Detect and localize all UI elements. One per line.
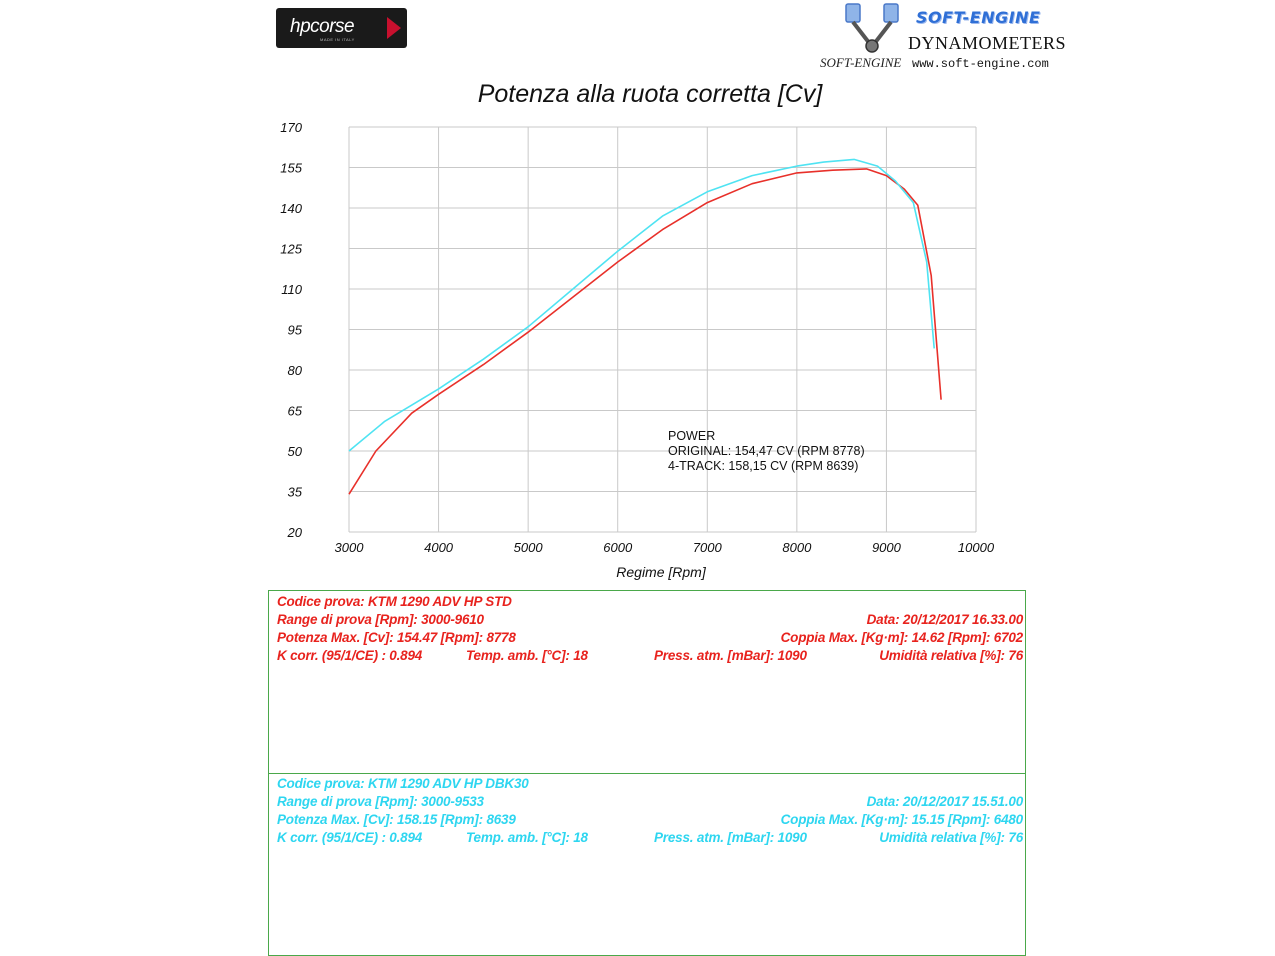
- y-tick-label: 50: [288, 444, 303, 459]
- test-block-original: Codice prova: KTM 1290 ADV HP STD Range …: [277, 593, 1023, 665]
- test-temp: Temp. amb. [°C]: 18: [466, 648, 588, 663]
- chart-series: [348, 158, 942, 495]
- test-humidity: Umidità relativa [%]: 76: [879, 830, 1023, 845]
- hpcorse-logo: hpcorse MADE IN ITALY: [276, 8, 407, 48]
- test-max-torque: Coppia Max. [Kg·m]: 15.15 [Rpm]: 6480: [780, 812, 1024, 827]
- y-tick-label: 95: [288, 323, 303, 338]
- engine-pistons-icon: [845, 3, 899, 53]
- chart-title: Potenza alla ruota corretta [Cv]: [477, 80, 823, 108]
- y-tick-label: 125: [280, 242, 302, 257]
- test-pressure: Press. atm. [mBar]: 1090: [654, 830, 807, 845]
- annotation-line: ORIGINAL: 154,47 CV (RPM 8778): [668, 444, 865, 458]
- test-code: Codice prova: KTM 1290 ADV HP DBK30: [277, 776, 529, 791]
- hpcorse-chevron-icon: [387, 17, 401, 39]
- annotation-line: POWER: [668, 429, 715, 443]
- test-kcorr: K corr. (95/1/CE) : 0.894: [277, 830, 423, 845]
- softengine-dynamometers: DYNAMOMETERS: [908, 33, 1067, 53]
- softengine-brand: SOFT-ENGINE: [820, 55, 902, 70]
- y-tick-label: 20: [287, 525, 303, 540]
- power-chart: 170 155 140 125 110 95 80 65 50 35 20 3000 4000 5000…: [280, 120, 995, 580]
- test-kcorr: K corr. (95/1/CE) : 0.894: [277, 648, 423, 663]
- softengine-website: www.soft-engine.com: [912, 57, 1049, 71]
- series-line-0: [348, 168, 942, 495]
- test-pressure: Press. atm. [mBar]: 1090: [654, 648, 807, 663]
- x-tick-label: 5000: [514, 540, 544, 555]
- y-tick-label: 35: [288, 485, 303, 500]
- test-max-power: Potenza Max. [Cv]: 154.47 [Rpm]: 8778: [277, 630, 516, 645]
- test-temp: Temp. amb. [°C]: 18: [466, 830, 588, 845]
- test-humidity: Umidità relativa [%]: 76: [879, 648, 1023, 663]
- x-tick-label: 8000: [782, 540, 812, 555]
- x-tick-label: 4000: [424, 540, 454, 555]
- x-tick-label: 7000: [693, 540, 723, 555]
- y-tick-label: 155: [280, 161, 302, 176]
- test-block-4track: Codice prova: KTM 1290 ADV HP DBK30 Rang…: [277, 775, 1023, 847]
- x-axis-label: Regime [Rpm]: [616, 564, 707, 580]
- y-tick-label: 140: [280, 201, 302, 216]
- softengine-title: SOFT-ENGINE: [916, 8, 1041, 27]
- series-line-1: [348, 158, 935, 452]
- x-tick-label: 3000: [335, 540, 365, 555]
- y-tick-label: 80: [288, 363, 303, 378]
- softengine-logo: SOFT-ENGINE DYNAMOMETERS www.soft-engine…: [820, 2, 1070, 74]
- annotation-line: 4-TRACK: 158,15 CV (RPM 8639): [668, 459, 858, 473]
- x-tick-label: 9000: [872, 540, 902, 555]
- y-tick-label: 170: [280, 120, 302, 135]
- y-tick-label: 110: [281, 282, 302, 297]
- hpcorse-logo-text: hpcorse: [290, 16, 355, 37]
- hpcorse-logo-subtext: MADE IN ITALY: [320, 37, 355, 42]
- x-tick-labels: 3000 4000 5000 6000 7000 8000 9000 10000: [335, 540, 995, 555]
- x-tick-label: 10000: [958, 540, 995, 555]
- test-range: Range di prova [Rpm]: 3000-9533: [277, 794, 484, 809]
- test-code: Codice prova: KTM 1290 ADV HP STD: [277, 594, 512, 609]
- test-date: Data: 20/12/2017 15.51.00: [866, 794, 1024, 809]
- y-tick-labels: 170 155 140 125 110 95 80 65 50 35 20: [280, 120, 302, 540]
- x-tick-label: 6000: [603, 540, 633, 555]
- test-info-panel: Codice prova: KTM 1290 ADV HP STD Range …: [268, 590, 1026, 956]
- panel-divider: [269, 773, 1025, 774]
- test-max-power: Potenza Max. [Cv]: 158.15 [Rpm]: 8639: [277, 812, 516, 827]
- y-tick-label: 65: [288, 404, 303, 419]
- test-date: Data: 20/12/2017 16.33.00: [866, 612, 1024, 627]
- test-max-torque: Coppia Max. [Kg·m]: 14.62 [Rpm]: 6702: [780, 630, 1024, 645]
- test-range: Range di prova [Rpm]: 3000-9610: [277, 612, 484, 627]
- chart-grid: [348, 126, 977, 533]
